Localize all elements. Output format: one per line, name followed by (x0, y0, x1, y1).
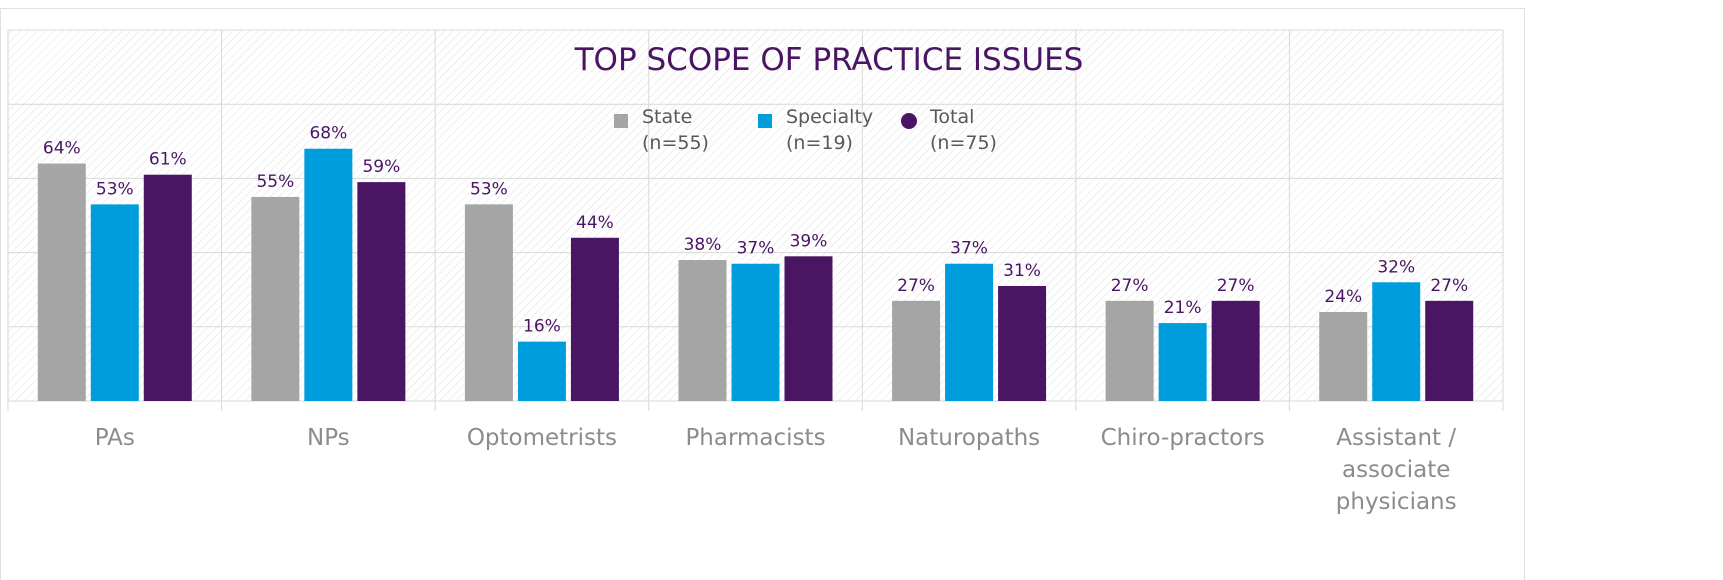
bar (304, 148, 353, 401)
data-label: 39% (790, 231, 828, 251)
legend-label: State (n=55) (642, 106, 709, 154)
x-tick-label: Assistant / associate physicians (1335, 425, 1457, 515)
legend-label: Total (n=75) (930, 106, 997, 154)
data-label: 24% (1324, 287, 1362, 307)
bar (1158, 323, 1207, 401)
data-label: 61% (149, 150, 187, 170)
bar (731, 263, 780, 401)
data-label: 21% (1164, 298, 1202, 318)
data-label: 27% (1430, 276, 1468, 296)
bar (1319, 311, 1368, 401)
bar (90, 204, 139, 401)
legend-marker (758, 114, 772, 128)
data-label: 55% (256, 172, 294, 192)
legend-marker (614, 114, 628, 128)
data-label: 53% (96, 179, 134, 199)
data-label: 27% (1217, 276, 1255, 296)
data-label: 44% (576, 213, 614, 233)
bar (251, 196, 300, 401)
data-label: 37% (737, 239, 775, 259)
bar (570, 237, 619, 401)
legend-marker (901, 113, 917, 129)
bar (517, 341, 566, 401)
x-tick-label: Optometrists (466, 425, 618, 451)
bar (37, 163, 86, 401)
bar (143, 174, 192, 401)
bar (784, 256, 833, 401)
bar (1105, 300, 1154, 401)
frame (0, 8, 1525, 580)
bar (945, 263, 994, 401)
data-label: 16% (523, 317, 561, 337)
data-label: 27% (1111, 276, 1149, 296)
bar (1425, 300, 1474, 401)
bar (357, 182, 406, 401)
x-tick-label: PAs (94, 425, 135, 451)
bar (998, 285, 1047, 401)
data-label: 38% (684, 235, 722, 255)
data-label: 27% (897, 276, 935, 296)
x-tick-label: Pharmacists (685, 425, 826, 451)
data-label: 31% (1003, 261, 1041, 281)
bar (1211, 300, 1260, 401)
x-tick-label: NPs (307, 425, 350, 451)
chart-title: TOP SCOPE OF PRACTICE ISSUES (574, 42, 1084, 78)
x-tick-label: Naturopaths (897, 425, 1041, 451)
data-label: 53% (470, 179, 508, 199)
data-label: 59% (362, 157, 400, 177)
data-label: 68% (309, 124, 347, 144)
bar (892, 300, 941, 401)
data-label: 32% (1377, 257, 1415, 277)
bar (1372, 282, 1421, 401)
bar (678, 260, 727, 401)
bar (464, 204, 513, 401)
legend-label: Specialty (n=19) (786, 106, 874, 154)
data-label: 37% (950, 239, 988, 259)
data-label: 64% (43, 139, 81, 159)
x-tick-label: Chiro-practors (1100, 425, 1265, 451)
